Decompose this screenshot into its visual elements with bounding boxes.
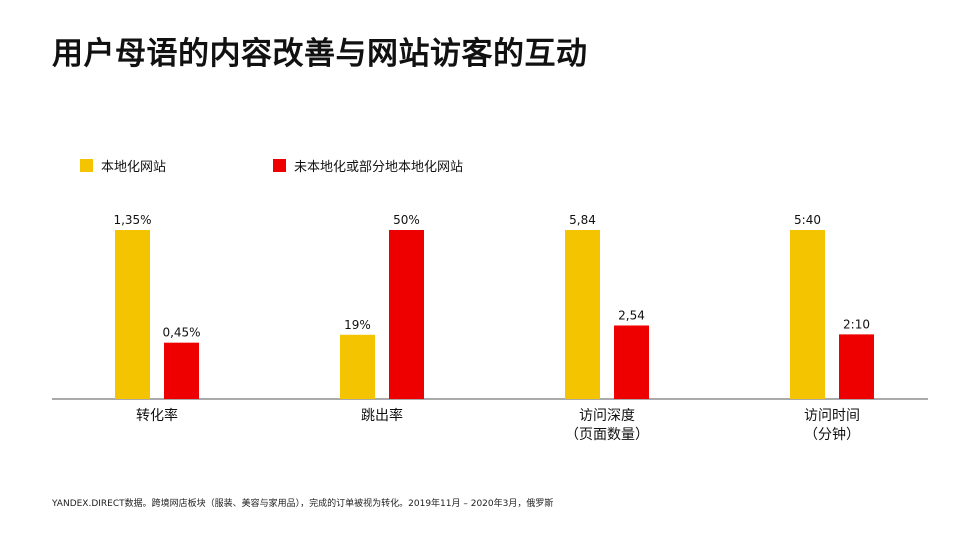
category-label-2: 访问深度 [579,408,635,424]
bar-localized-0 [115,230,150,399]
bar-non-localized-2 [614,325,649,399]
bar-localized-1 [340,334,375,399]
legend-label-non-localized: 未本地化或部分地本地化网站 [294,160,464,175]
legend-item-localized: 本地化网站 [80,156,166,175]
bar-localized-2 [565,230,600,399]
bar-non-localized-1 [389,230,424,399]
data-label-non-localized-2: 2,54 [618,308,645,322]
bar-localized-3 [790,230,825,399]
data-label-localized-1: 19% [344,318,371,332]
data-label-non-localized-0: 0,45% [162,326,200,340]
bar-non-localized-3 [839,334,874,399]
category-sublabel-3: （分钟） [804,426,860,443]
legend-swatch-localized [80,159,93,172]
legend-label-localized: 本地化网站 [101,160,167,175]
source-footnote: YANDEX.DIRECT数据。跨境网店板块（服装、美容与家用品），完成的订单被… [52,499,554,509]
data-label-non-localized-1: 50% [393,213,420,227]
category-label-3: 访问时间 [804,408,860,424]
data-label-localized-0: 1,35% [113,213,151,227]
legend-item-non-localized: 未本地化或部分地本地化网站 [273,156,463,175]
legend-swatch-non-localized [273,159,286,172]
bar-non-localized-0 [164,342,199,399]
category-label-1: 跳出率 [361,407,403,424]
data-label-localized-3: 5:40 [794,213,821,227]
category-label-0: 转化率 [136,407,178,424]
category-sublabel-2: （页面数量） [565,427,649,443]
chart-title: 用户母语的内容改善与网站访客的互动 [52,36,588,72]
data-label-non-localized-3: 2:10 [843,317,870,331]
data-label-localized-2: 5,84 [569,213,596,227]
